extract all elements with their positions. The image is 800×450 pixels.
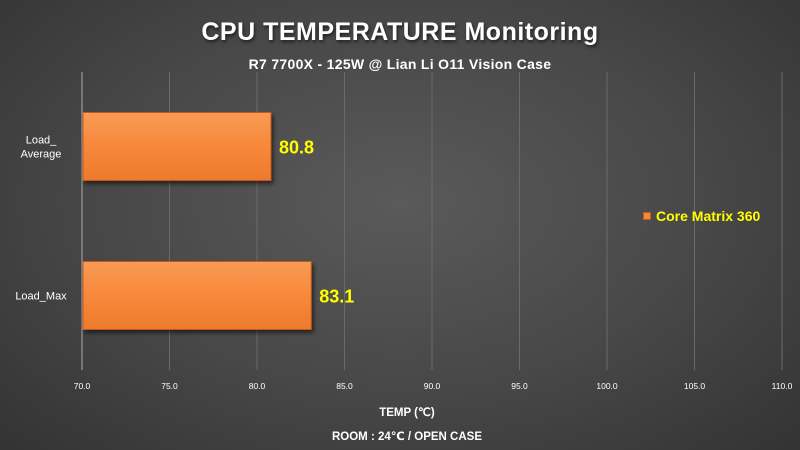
category-label: Average: [21, 149, 62, 161]
x-tick-label: 90.0: [424, 381, 441, 391]
chart-subtitle: R7 7700X - 125W @ Lian Li O11 Vision Cas…: [248, 56, 552, 72]
chart-title: CPU TEMPERATURE Monitoring: [201, 18, 599, 46]
legend: Core Matrix 360: [643, 208, 760, 224]
category-label: Load_: [26, 135, 57, 147]
x-tick-label: 70.0: [74, 381, 91, 391]
x-tick-label: 80.0: [249, 381, 266, 391]
bar: [82, 112, 272, 181]
x-tick-label: 100.0: [596, 381, 618, 391]
data-label: 83.1: [319, 287, 354, 307]
bar: [82, 261, 312, 330]
data-label: 80.8: [279, 138, 314, 158]
category-label: Load_Max: [15, 291, 67, 303]
x-tick-label: 75.0: [161, 381, 178, 391]
x-tick-label: 110.0: [772, 381, 793, 391]
chart-note: ROOM : 24℃ / OPEN CASE: [331, 431, 483, 443]
x-tick-label: 105.0: [684, 381, 706, 391]
legend-label: Core Matrix 360: [656, 208, 761, 224]
x-axis-title: TEMP (℃): [379, 406, 435, 419]
x-tick-label: 95.0: [511, 381, 528, 391]
legend-swatch: [643, 212, 651, 220]
x-tick-label: 85.0: [336, 381, 353, 391]
